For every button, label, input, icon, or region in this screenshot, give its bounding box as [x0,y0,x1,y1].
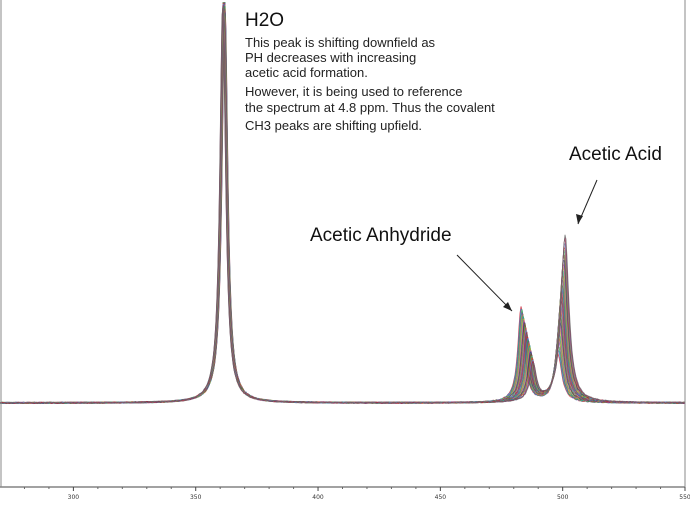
x-tick-label: 350 [190,494,202,501]
h2o-title: H2O [245,10,284,31]
acetic-anhydride-arrow [456,254,513,312]
h2o-note-line-4: However, it is being used to reference [245,84,463,99]
acetic-acid-arrowhead [576,214,583,224]
h2o-note-line-2: PH decreases with increasing [245,50,416,65]
spectrum-series-line [0,6,686,405]
x-tick-label: 300 [68,494,80,501]
spectra-series-group [0,1,686,405]
x-tick-label: 550 [679,494,690,501]
x-tick-label: 500 [557,494,569,501]
x-tick-label: 400 [312,494,324,501]
h2o-note-line-1: This peak is shifting downfield as [245,35,436,50]
acetic-acid-annotation: Acetic Acid [569,144,662,225]
acetic-anhydride-annotation: Acetic Anhydride [310,225,513,312]
acetic-acid-label: Acetic Acid [569,144,662,165]
acetic-anhydride-arrowhead [503,302,512,311]
h2o-note-line-3: acetic acid formation. [245,65,368,80]
acetic-anhydride-label: Acetic Anhydride [310,225,452,246]
h2o-note-line-5: the spectrum at 4.8 ppm. Thus the covale… [245,100,495,115]
x-tick-label: 450 [435,494,447,501]
h2o-note-line-6: CH3 peaks are shifting upfield. [245,118,422,133]
h2o-annotation: H2O This peak is shifting downfield as P… [245,10,495,133]
